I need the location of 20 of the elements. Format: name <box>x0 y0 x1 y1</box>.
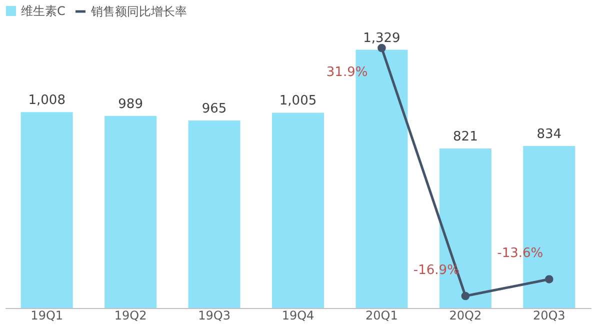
data-label: 965 <box>202 102 227 117</box>
bar <box>272 112 324 308</box>
data-label: 1,008 <box>28 93 66 108</box>
x-tick-label: 20Q1 <box>366 308 398 322</box>
x-tick-label: 20Q2 <box>449 308 482 322</box>
legend-label: 维生素C <box>21 4 66 18</box>
x-tick-label: 19Q3 <box>198 308 230 322</box>
x-tick-label: 19Q4 <box>282 308 314 322</box>
x-tick-label: 19Q1 <box>30 308 64 322</box>
data-label: 834 <box>536 126 562 142</box>
x-tick-label: 19Q2 <box>114 308 147 322</box>
bar <box>188 120 240 308</box>
bar <box>104 116 157 308</box>
data-label: 1,005 <box>279 94 317 109</box>
data-label: 1,329 <box>363 30 400 46</box>
data-label: 989 <box>118 96 143 112</box>
legend-label: 销售额同比增长率 <box>90 4 187 18</box>
x-tick-label: 20Q3 <box>532 308 566 322</box>
data-label: 821 <box>453 129 478 144</box>
bar <box>20 112 73 308</box>
